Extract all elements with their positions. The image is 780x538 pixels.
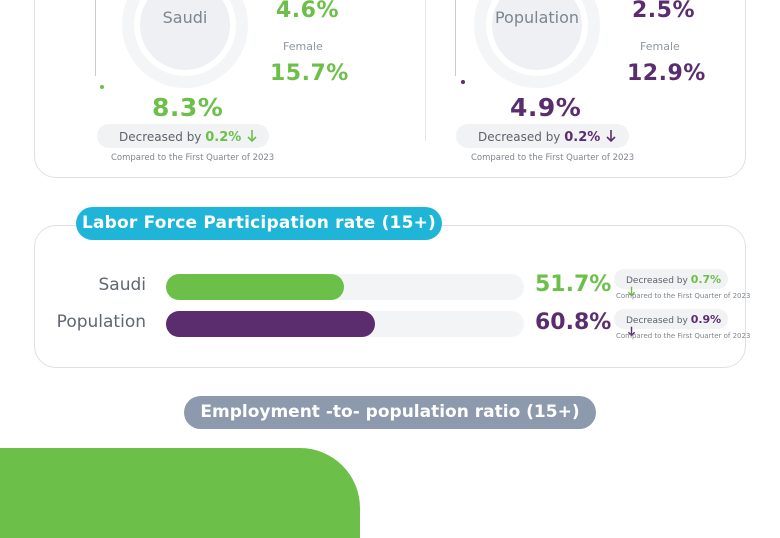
- bar-label-saudi: Saudi: [98, 275, 147, 295]
- saudi-total-value: 8.3%: [152, 93, 224, 122]
- saudi-lfp-change-value: 0.7%: [690, 273, 722, 286]
- saudi-ring-center: [140, 0, 230, 70]
- bar-label-population: Population: [56, 312, 146, 332]
- saudi-female-label: Female: [283, 40, 323, 53]
- saudi-change-pill: Decreased by 0.2%: [97, 124, 269, 148]
- population-total-value: 4.9%: [510, 93, 582, 122]
- population-ring-label: Population: [494, 8, 580, 27]
- population-change-pill: Decreased by 0.2%: [456, 124, 629, 148]
- panel-divider: [425, 0, 426, 141]
- saudi-change-value: 0.2%: [205, 130, 242, 145]
- saudi-male-value: 4.6%: [276, 0, 340, 23]
- population-change-value: 0.2%: [564, 130, 601, 145]
- population-leader-line: [455, 0, 456, 76]
- saudi-leader-line: [95, 0, 96, 76]
- saudi-lfp-compared-text: Compared to the First Quarter of 2023: [616, 292, 751, 300]
- saudi-lfp-change-pill: Decreased by 0.7%: [614, 269, 728, 297]
- bar-population: [166, 311, 375, 337]
- arrow-down-icon: [627, 286, 636, 297]
- arrow-down-icon: [247, 130, 257, 143]
- lfp-title: Labor Force Participation rate (15+): [76, 207, 442, 240]
- population-ring-center: [492, 0, 582, 70]
- population-change-text: Decreased by: [478, 130, 561, 144]
- population-compared-text: Compared to the First Quarter of 2023: [471, 153, 635, 163]
- bar-track-saudi: [166, 274, 524, 300]
- saudi-lfp-change-text: Decreased by: [626, 276, 688, 286]
- population-female-label: Female: [640, 40, 680, 53]
- population-lfp-change-value: 0.9%: [690, 313, 722, 326]
- population-lfp-change-text: Decreased by: [626, 316, 688, 326]
- bar-track-population: [166, 311, 524, 337]
- bar-saudi: [166, 274, 344, 300]
- saudi-leader-dot: [100, 85, 104, 89]
- saudi-compared-text: Compared to the First Quarter of 2023: [111, 153, 275, 163]
- bar-value-population: 60.8%: [535, 310, 612, 335]
- population-leader-dot: [461, 80, 465, 84]
- population-male-value: 2.5%: [632, 0, 696, 23]
- arrow-down-icon: [606, 130, 616, 143]
- saudi-ring-label: Saudi: [162, 8, 208, 27]
- population-female-value: 12.9%: [627, 61, 706, 86]
- saudi-female-value: 15.7%: [270, 61, 349, 86]
- saudi-change-text: Decreased by: [119, 130, 202, 144]
- arrow-down-icon: [627, 326, 636, 337]
- green-decoration: [0, 448, 360, 538]
- population-lfp-change-pill: Decreased by 0.9%: [614, 309, 728, 337]
- population-lfp-compared-text: Compared to the First Quarter of 2023: [616, 332, 751, 340]
- bar-value-saudi: 51.7%: [535, 272, 612, 297]
- employment-title: Employment -to- population ratio (15+): [184, 396, 596, 429]
